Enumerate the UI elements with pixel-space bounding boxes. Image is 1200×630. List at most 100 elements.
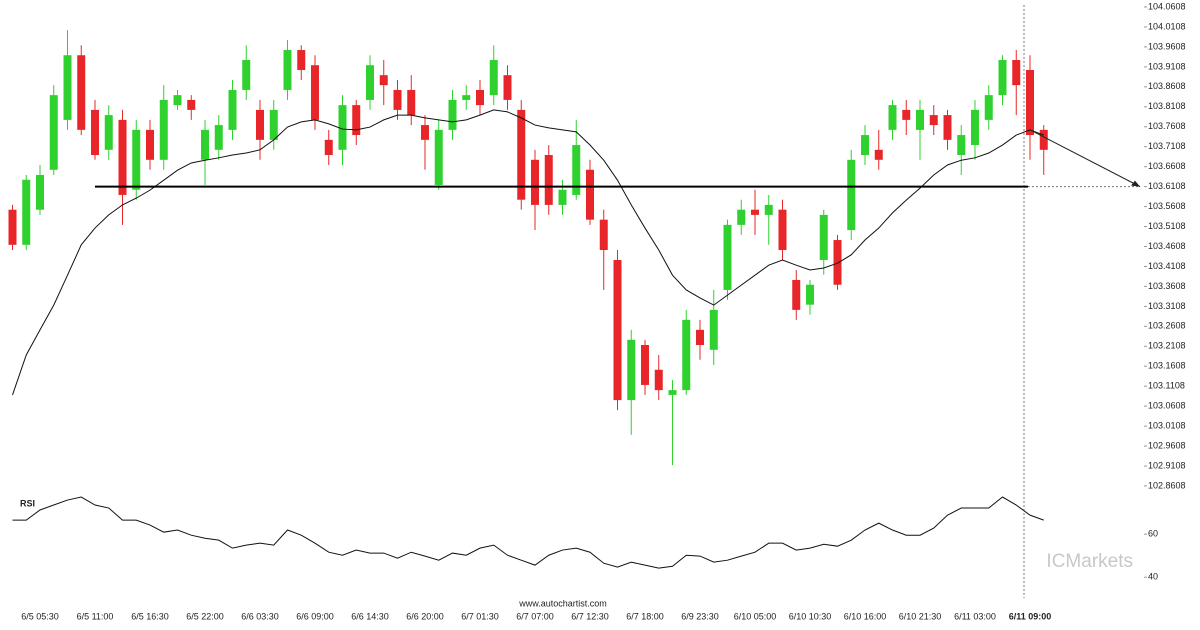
y-tick-label: 103.3608 (1148, 281, 1186, 291)
candle-body (448, 99, 457, 130)
rsi-line (12, 496, 1044, 569)
candle-body (998, 60, 1007, 96)
y-tick-label: 103.9108 (1148, 61, 1186, 71)
candle-body (201, 129, 209, 160)
candle-body (159, 99, 168, 160)
candle-body (558, 189, 567, 205)
candle-body (544, 155, 553, 205)
y-tick-label: 103.2608 (1148, 321, 1186, 331)
candle-body (916, 109, 924, 130)
candle-body (696, 329, 704, 346)
candle-body (434, 129, 443, 185)
y-tick-label: 103.1608 (1148, 361, 1186, 371)
forecast-arrowhead (1131, 180, 1140, 187)
candle-body (833, 240, 842, 285)
y-tick-label: 103.6608 (1148, 161, 1186, 171)
candle-body (421, 125, 429, 140)
y-tick-label: 103.0108 (1148, 421, 1186, 431)
candle-body (929, 115, 938, 126)
candle-body (1012, 60, 1021, 86)
y-tick-label: 103.8608 (1148, 81, 1186, 91)
x-tick-label: 6/10 21:30 (899, 611, 942, 621)
y-tick-label: 102.8608 (1148, 480, 1186, 490)
candle-body (819, 214, 828, 260)
candle-body (503, 75, 512, 100)
candle-body (586, 169, 594, 220)
y-tick-label: 103.3108 (1148, 301, 1186, 311)
candle-body (379, 75, 388, 86)
candle-body (338, 105, 347, 150)
candle-body (228, 89, 237, 130)
candle-body (599, 219, 608, 251)
y-tick-label: 104.0608 (1148, 1, 1186, 11)
candle-body (489, 60, 498, 96)
y-tick-label: 103.0608 (1148, 401, 1186, 411)
candle-body (242, 60, 251, 90)
y-tick-label: 103.1108 (1148, 381, 1185, 391)
y-tick-label: 102.9108 (1148, 460, 1186, 470)
y-tick-label: 103.5108 (1148, 221, 1186, 231)
x-tick-label: 6/10 05:00 (734, 611, 777, 621)
x-tick-label: 6/7 07:00 (516, 611, 554, 621)
watermark: www.autochartist.com (518, 598, 607, 608)
candle-body (104, 115, 113, 150)
x-tick-label: 6/9 23:30 (681, 611, 719, 621)
candle-body (957, 135, 966, 156)
y-tick-label: 102.9608 (1148, 440, 1186, 450)
candle-body (269, 109, 278, 140)
candle-body (531, 159, 539, 205)
moving-average (12, 109, 1044, 396)
y-tick-label: 103.6108 (1148, 181, 1186, 191)
candle-body (984, 95, 993, 120)
candle-body (572, 145, 581, 195)
candle-body (751, 209, 759, 215)
y-tick-label: 103.5608 (1148, 201, 1186, 211)
candle-body (971, 109, 979, 146)
candle-body (77, 55, 86, 130)
candle-body (132, 129, 141, 190)
candle-body (1026, 69, 1034, 136)
candle-body (36, 174, 44, 210)
candle-body (283, 50, 292, 90)
x-tick-label: 6/6 14:30 (351, 611, 389, 621)
x-tick-label: 6/5 22:00 (186, 611, 224, 621)
x-tick-label: 6/7 18:00 (626, 611, 664, 621)
candle-body (311, 65, 319, 120)
x-tick-label: 6/11 03:00 (954, 611, 996, 621)
y-tick-label: 103.4108 (1148, 261, 1186, 271)
candle-body (902, 109, 911, 120)
candle-body (627, 339, 636, 401)
candle-body (723, 224, 732, 290)
candle-body (668, 390, 677, 395)
forecast-arrow (1029, 129, 1141, 188)
candle-body (173, 95, 182, 106)
candle-body (943, 115, 952, 140)
candle-body (613, 259, 622, 401)
x-tick-label: 6/10 16:00 (844, 611, 887, 621)
x-tick-label: 6/6 09:00 (296, 611, 334, 621)
y-tick-label: 103.7108 (1148, 141, 1186, 151)
candle-body (682, 319, 691, 391)
candle-body (641, 345, 649, 385)
candle-body (91, 109, 99, 156)
y-tick-label: 103.9608 (1148, 41, 1186, 51)
candle-body (187, 99, 196, 110)
x-tick-label: 6/11 09:00 (1009, 611, 1052, 621)
y-tick-label: 103.7608 (1148, 121, 1186, 131)
candle-body (462, 95, 471, 100)
candle-body (393, 89, 402, 110)
candle-body (888, 105, 897, 130)
candle-body (8, 209, 17, 245)
candle-body (256, 109, 264, 140)
candle-body (874, 149, 883, 160)
candle-body (297, 50, 306, 70)
x-tick-label: 6/10 10:30 (789, 611, 832, 621)
y-tick-label: 104.0108 (1148, 21, 1186, 31)
y-tick-label: 60 (1148, 528, 1158, 538)
rsi-title: RSI (20, 498, 35, 508)
candle-body (22, 179, 31, 245)
candle-body (366, 65, 374, 100)
x-tick-label: 6/5 16:30 (131, 611, 169, 621)
